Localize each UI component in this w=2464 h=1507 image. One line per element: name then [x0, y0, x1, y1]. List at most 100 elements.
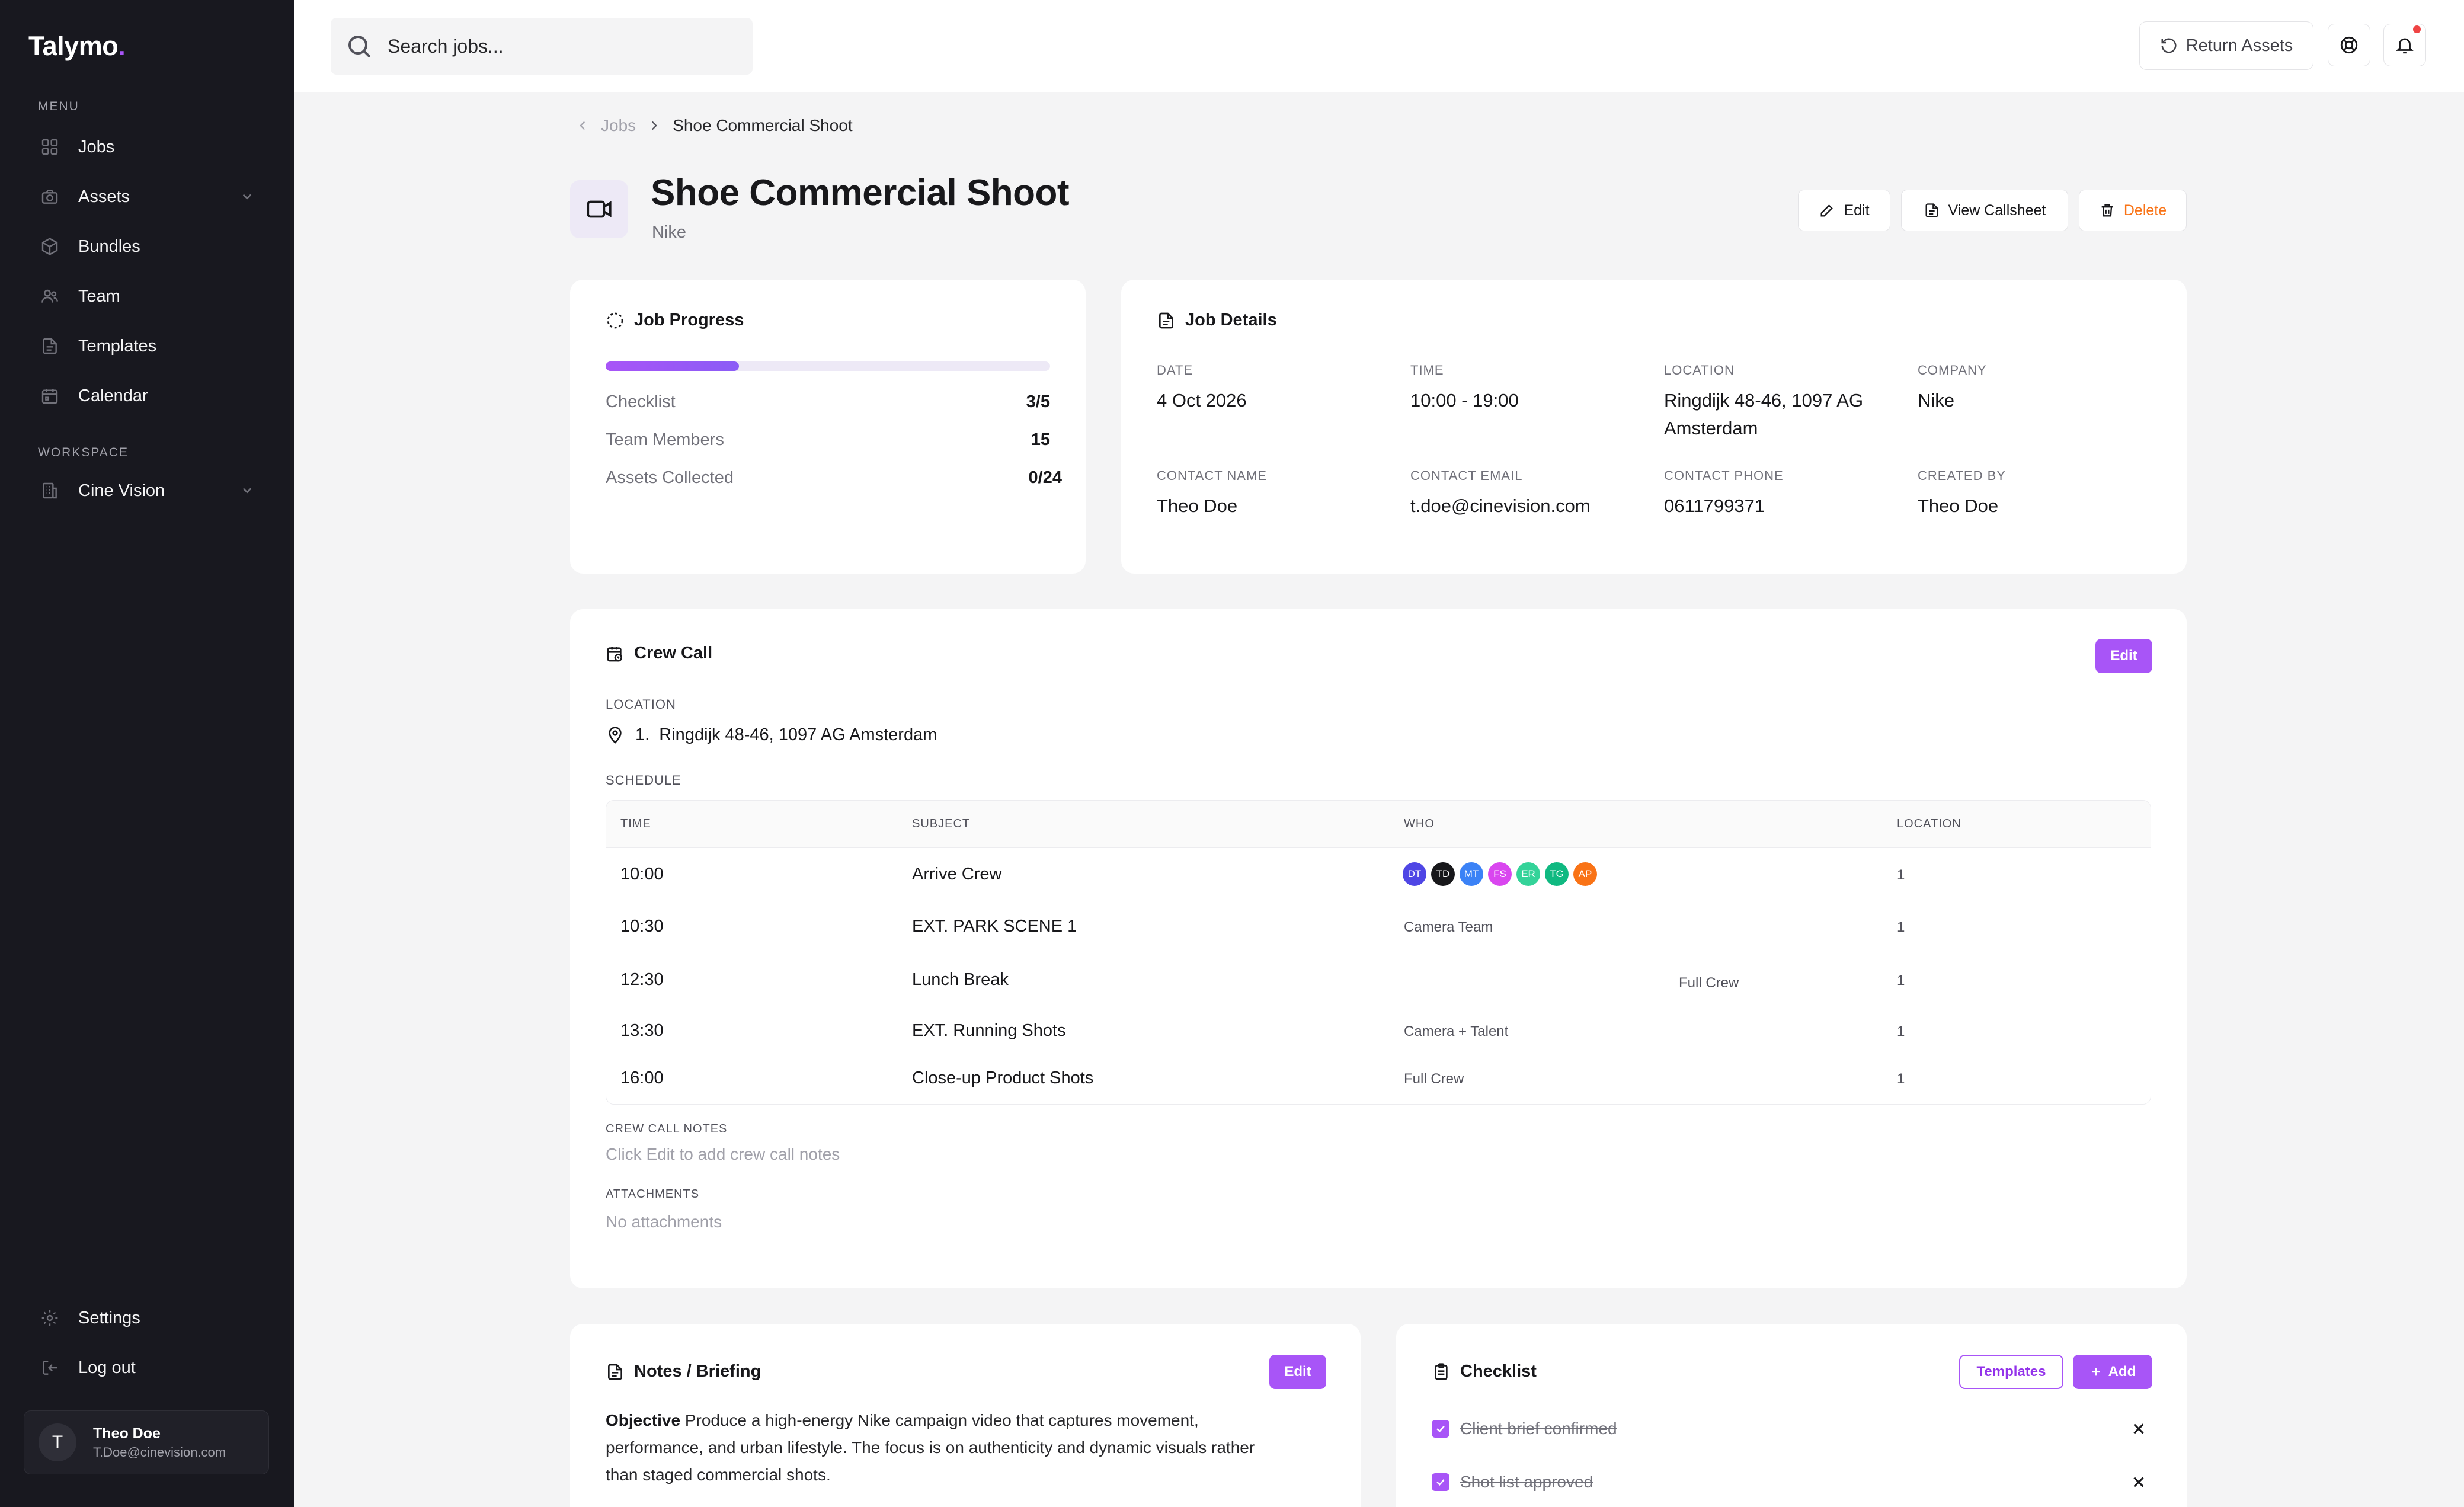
table-row[interactable]: 10:00 Arrive Crew DT TD MT FS ER TG AP 1 — [606, 848, 2151, 899]
edit-job-button[interactable]: Edit — [1798, 190, 1890, 231]
table-row[interactable]: 13:30 EXT. Running Shots Camera + Talent… — [620, 1021, 1905, 1040]
objective-text: Produce a high-energy Nike campaign vide… — [606, 1411, 1255, 1484]
job-progress-fill — [606, 361, 739, 371]
avatar[interactable]: MT — [1460, 862, 1483, 886]
objective-label: Objective — [606, 1411, 681, 1429]
checklist-item[interactable]: Shot list approved — [1432, 1467, 2148, 1497]
progress-stat-checklist: Checklist 3/5 — [606, 392, 1050, 411]
grid-icon — [38, 135, 62, 159]
lifebuoy-icon — [2339, 35, 2359, 55]
search-bar[interactable] — [331, 18, 753, 75]
column-header-time: TIME — [620, 817, 651, 830]
camera-icon — [38, 185, 62, 209]
sidebar-item-assets[interactable]: Assets — [28, 175, 265, 218]
avatar[interactable]: TG — [1545, 862, 1569, 886]
job-progress-card: Job Progress Checklist 3/5 Team Members … — [570, 280, 1086, 574]
page-title: Shoe Commercial Shoot — [651, 172, 1070, 213]
logout-link[interactable]: Log out — [28, 1346, 265, 1389]
sidebar-item-label: Assets — [78, 187, 130, 206]
chevron-down-icon[interactable] — [238, 481, 256, 499]
checklist-item-label: Shot list approved — [1460, 1473, 1593, 1491]
table-row[interactable]: 16:00 Close-up Product Shots Full Crew 1 — [620, 1068, 1905, 1087]
help-button[interactable] — [2328, 24, 2370, 66]
checkbox-checked[interactable] — [1432, 1420, 1449, 1438]
column-header-subject: SUBJECT — [912, 817, 971, 830]
file-text-icon — [1924, 202, 1940, 219]
job-progress-title: Job Progress — [634, 311, 744, 329]
checklist-item-label: Client brief confirmed — [1460, 1419, 1617, 1438]
crew-location-label: LOCATION — [606, 697, 676, 712]
video-icon — [570, 180, 628, 238]
calendar-clock-icon — [606, 644, 625, 663]
checkbox-checked[interactable] — [1432, 1473, 1449, 1491]
crew-avatars: DT TD MT FS ER TG AP — [1403, 862, 1597, 886]
notes-edit-button[interactable]: Edit — [1269, 1355, 1326, 1389]
return-assets-button[interactable]: Return Assets — [2139, 21, 2313, 70]
file-icon — [38, 334, 62, 358]
breadcrumb-current: Shoe Commercial Shoot — [673, 116, 853, 135]
menu-section-label: MENU — [38, 100, 79, 113]
workspace-selector[interactable]: Cine Vision — [28, 469, 265, 512]
close-icon[interactable] — [2130, 1420, 2148, 1438]
breadcrumb-jobs-link[interactable]: Jobs — [601, 116, 636, 135]
cube-icon — [38, 235, 62, 258]
crew-call-title: Crew Call — [634, 644, 713, 663]
notifications-button[interactable] — [2383, 24, 2426, 66]
search-input[interactable] — [388, 35, 719, 57]
job-client: Nike — [652, 223, 687, 242]
building-icon — [38, 479, 62, 503]
chevron-down-icon[interactable] — [238, 187, 256, 205]
progress-stat-team: Team Members 15 — [606, 430, 1050, 449]
file-text-icon — [606, 1362, 625, 1381]
avatar: T — [39, 1423, 76, 1461]
crew-location: 1. Ringdijk 48-46, 1097 AG Amsterdam — [606, 725, 937, 745]
user-card[interactable]: T Theo Doe T.Doe@cinevision.com — [24, 1410, 269, 1474]
detail-contact-name: CONTACT NAME Theo Doe — [1157, 468, 1267, 516]
progress-stat-assets: Assets Collected 0/24 — [606, 468, 1062, 487]
calendar-icon — [38, 384, 62, 408]
checklist-add-label: Add — [2108, 1364, 2136, 1380]
sidebar-item-jobs[interactable]: Jobs — [28, 126, 265, 168]
map-pin-icon — [606, 726, 625, 745]
detail-time: TIME 10:00 - 19:00 — [1410, 363, 1519, 411]
sidebar-item-label: Jobs — [78, 137, 115, 156]
sidebar-item-label: Bundles — [78, 236, 140, 256]
crew-location-text: 1. Ringdijk 48-46, 1097 AG Amsterdam — [635, 725, 937, 744]
close-icon[interactable] — [2130, 1473, 2148, 1491]
sidebar-item-team[interactable]: Team — [28, 275, 265, 318]
sidebar-item-templates[interactable]: Templates — [28, 325, 265, 367]
search-icon — [345, 32, 373, 60]
job-details-card: Job Details DATE 4 Oct 2026 TIME 10:00 -… — [1121, 280, 2187, 574]
checklist-templates-button[interactable]: Templates — [1959, 1355, 2063, 1389]
sidebar-item-calendar[interactable]: Calendar — [28, 375, 265, 417]
sidebar-item-label: Team — [78, 286, 120, 306]
table-row[interactable]: 10:30 EXT. PARK SCENE 1 Camera Team 1 — [620, 917, 1905, 936]
attachments-empty: No attachments — [606, 1212, 722, 1231]
settings-link[interactable]: Settings — [28, 1297, 265, 1339]
checklist-add-button[interactable]: Add — [2073, 1355, 2152, 1389]
detail-created-by: CREATED BY Theo Doe — [1918, 468, 2006, 516]
view-callsheet-button[interactable]: View Callsheet — [1901, 190, 2068, 231]
crew-call-edit-button[interactable]: Edit — [2095, 639, 2152, 673]
avatar[interactable]: FS — [1488, 862, 1512, 886]
crew-call-notes-placeholder[interactable]: Click Edit to add crew call notes — [606, 1145, 840, 1163]
gear-icon — [38, 1306, 62, 1330]
checklist-item[interactable]: Client brief confirmed — [1432, 1414, 2148, 1444]
avatar[interactable]: AP — [1573, 862, 1597, 886]
detail-company: COMPANY Nike — [1918, 363, 1987, 411]
delete-job-button[interactable]: Delete — [2079, 190, 2187, 231]
logout-label: Log out — [78, 1358, 136, 1377]
avatar[interactable]: TD — [1431, 862, 1455, 886]
topbar: Return Assets — [294, 0, 2464, 92]
schedule-header: TIME SUBJECT WHO LOCATION — [606, 801, 2151, 848]
avatar[interactable]: DT — [1403, 862, 1426, 886]
crew-call-notes-label: CREW CALL NOTES — [606, 1122, 728, 1135]
schedule-label: SCHEDULE — [606, 773, 681, 788]
avatar[interactable]: ER — [1516, 862, 1540, 886]
chevron-left-icon[interactable] — [575, 118, 590, 133]
app-logo[interactable]: Talymo. — [28, 31, 126, 61]
notes-body: Objective Produce a high-energy Nike cam… — [606, 1407, 1281, 1489]
sidebar-item-bundles[interactable]: Bundles — [28, 225, 265, 268]
table-row[interactable]: 12:30 Lunch Break Full Crew 1 — [620, 970, 1905, 991]
notes-briefing-card: Notes / Briefing Edit Objective Produce … — [570, 1324, 1361, 1507]
